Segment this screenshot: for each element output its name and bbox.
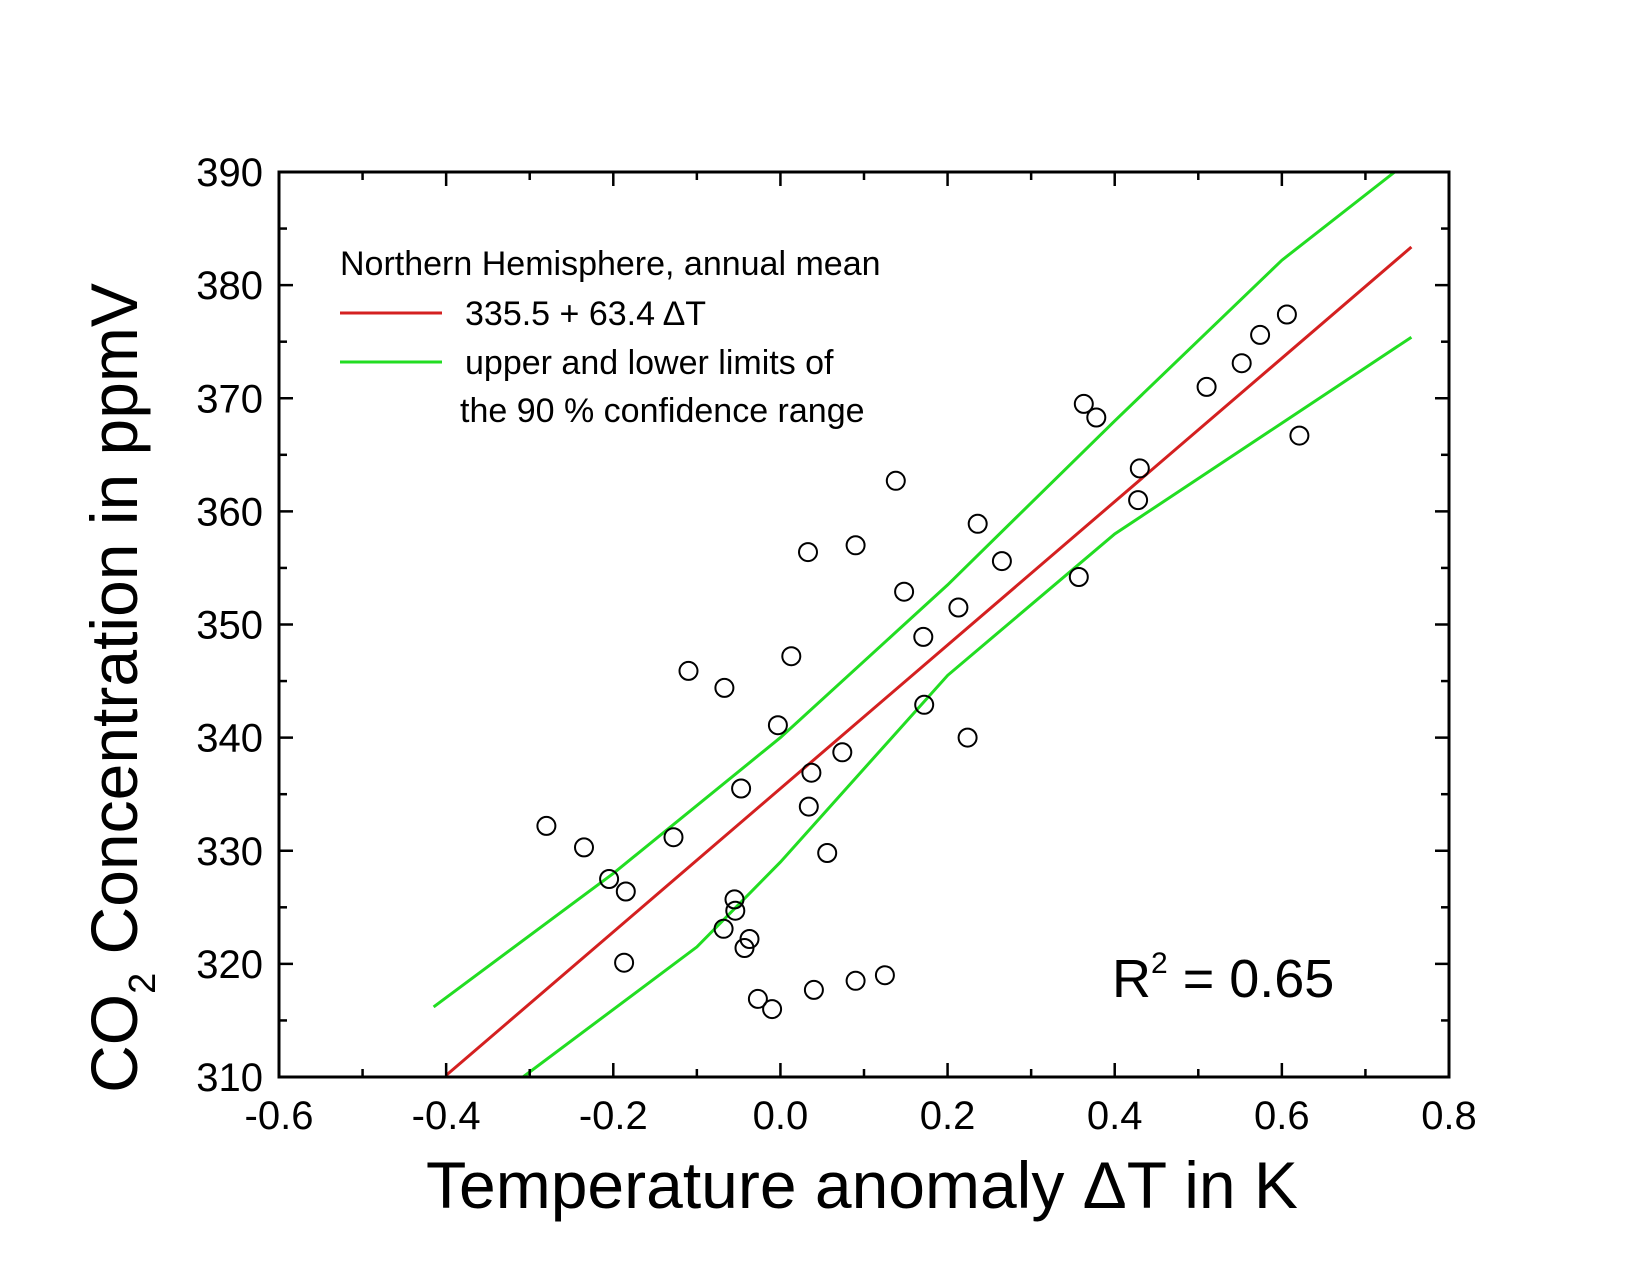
data-point (536, 815, 557, 836)
legend-label-regression: 335.5 + 63.4 ΔT (465, 295, 706, 333)
data-point (948, 597, 969, 618)
r-squared-prefix: R (1112, 949, 1151, 1009)
y-tick-label: 310 (196, 1056, 263, 1100)
x-tick-label: -0.4 (412, 1094, 481, 1138)
x-tick-label: 0.2 (920, 1094, 976, 1138)
data-point (894, 581, 915, 602)
x-tick-label: 0.4 (1087, 1094, 1143, 1138)
data-point (845, 970, 866, 991)
y-axis-title-prefix: CO (77, 994, 151, 1093)
data-point (1231, 353, 1252, 374)
y-tick-label: 320 (196, 943, 263, 987)
plot-frame (277, 170, 1451, 1079)
data-point (874, 965, 895, 986)
legend-label-confidence-line1: upper and lower limits of (465, 344, 834, 382)
data-point (991, 551, 1012, 572)
y-tick-label: 340 (196, 717, 263, 761)
r-squared-annotation: R2 = 0.65 (1112, 947, 1334, 1009)
data-point (817, 843, 838, 863)
data-point (713, 918, 734, 939)
data-point (913, 626, 934, 647)
x-tick-label: -0.6 (245, 1094, 314, 1138)
confidence-lower-line (522, 335, 1413, 1077)
confidence-and-regression-lines (432, 172, 1413, 1077)
data-point (747, 988, 768, 1009)
legend-label-confidence-line2: the 90 % confidence range (460, 392, 865, 430)
data-point (1276, 304, 1297, 325)
data-point (803, 979, 824, 1000)
x-tick-label: 0.0 (753, 1094, 809, 1138)
x-axis-title: Temperature anomaly ΔT in K (426, 1148, 1298, 1222)
data-point (1073, 393, 1094, 414)
data-point (663, 827, 684, 848)
data-point (1068, 567, 1089, 587)
data-point (678, 660, 699, 681)
data-point (767, 715, 788, 736)
r-squared-value: = 0.65 (1168, 949, 1335, 1009)
y-tick-label: 360 (196, 490, 263, 534)
axis-ticks (277, 170, 1451, 1079)
data-point (914, 694, 935, 715)
data-point (845, 535, 866, 556)
y-tick-label: 390 (196, 151, 263, 195)
data-points (536, 304, 1310, 1020)
data-point (1128, 490, 1149, 511)
y-tick-label: 330 (196, 830, 263, 874)
data-point (574, 837, 594, 858)
data-point (798, 796, 819, 817)
data-point (731, 778, 752, 799)
data-point (724, 889, 745, 910)
data-point (1196, 376, 1217, 397)
data-point (1086, 407, 1107, 428)
data-point (615, 881, 636, 902)
x-tick-label: 0.6 (1254, 1094, 1310, 1138)
y-axis-title-suffix: Concentration in ppmV (77, 283, 151, 973)
data-point (725, 900, 746, 921)
legend: Northern Hemisphere, annual mean 335.5 +… (340, 245, 881, 430)
legend-title: Northern Hemisphere, annual mean (340, 245, 881, 283)
y-tick-label: 380 (196, 264, 263, 308)
data-point (614, 952, 635, 973)
r-squared-superscript: 2 (1151, 947, 1168, 980)
data-point (801, 762, 822, 783)
data-point (1250, 324, 1271, 345)
data-point (714, 677, 735, 698)
y-axis-title: CO2 Concentration in ppmV (77, 283, 164, 1093)
data-point (957, 727, 978, 748)
data-point (739, 929, 760, 949)
y-tick-label: 350 (196, 604, 263, 648)
confidence-upper-line (432, 172, 1396, 1009)
data-point (798, 542, 818, 563)
data-point (1129, 458, 1150, 479)
axis-tick-labels: -0.6 -0.4 -0.2 0.0 0.2 0.4 0.6 0.8 310 320 330 340 3… (196, 151, 1477, 1138)
data-point (832, 742, 853, 763)
data-point (1289, 425, 1310, 446)
data-point (599, 869, 620, 889)
y-tick-label: 370 (196, 377, 263, 421)
x-tick-label: 0.8 (1421, 1094, 1477, 1138)
data-point (762, 999, 783, 1020)
regression-line (445, 245, 1413, 1077)
data-point (885, 470, 906, 491)
data-point (967, 513, 988, 534)
x-tick-label: -0.2 (579, 1094, 648, 1138)
y-axis-title-subscript: 2 (122, 973, 164, 994)
data-point (781, 646, 802, 667)
